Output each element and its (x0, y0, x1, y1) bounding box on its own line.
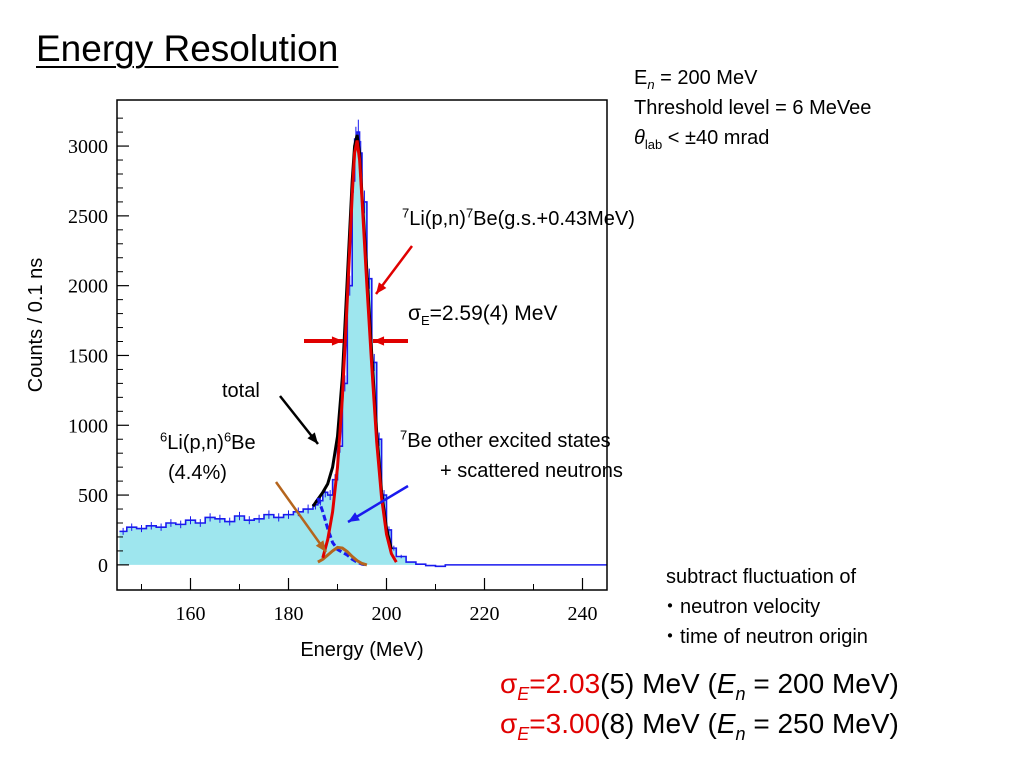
result-200mev: σE=2.03(5) MeV (En = 200 MeV) (500, 668, 899, 704)
main-peak-label: 7Li(p,n)7Be(g.s.+0.43MeV) (402, 205, 635, 230)
threshold-label: Threshold level = 6 MeVee (634, 97, 872, 119)
x-tick-label: 220 (470, 603, 500, 625)
data-fill-area (119, 132, 607, 565)
data-histogram-line (119, 131, 607, 568)
li6-percent-label: (4.4%) (168, 462, 227, 484)
y-axis-label: Counts / 0.1 ns (25, 258, 47, 393)
li6-arrow (274, 481, 328, 553)
li6-curve (317, 545, 368, 567)
beam-energy-label: En = 200 MeV (634, 67, 758, 92)
sigma-fit-label: σE=2.59(4) MeV (408, 302, 558, 329)
y-tick-label: 1000 (68, 415, 108, 437)
be7-other-arrow (347, 484, 409, 524)
x-tick-label: 180 (274, 603, 304, 625)
x-tick-label: 200 (372, 603, 402, 625)
total-arrow-head (307, 432, 318, 444)
angle-label: θlab < ±40 mrad (634, 127, 770, 152)
notes-item-origin: ・time of neutron origin (660, 626, 868, 648)
scattered-neutrons-label: + scattered neutrons (440, 460, 623, 482)
li6-arrow-head (315, 540, 326, 552)
x-tick-label: 160 (176, 603, 206, 625)
plot-frame (116, 99, 608, 591)
main-peak-arrow-head (376, 282, 387, 294)
y-tick-label: 2000 (68, 276, 108, 298)
y-tick-label: 3000 (68, 136, 108, 158)
result-250mev: σE=3.00(8) MeV (En = 250 MeV) (500, 708, 899, 744)
y-tick-label: 1500 (68, 345, 108, 367)
be7-other-label: 7Be other excited states (400, 427, 611, 452)
y-tick-label: 0 (98, 555, 108, 577)
main-peak-curve (321, 140, 398, 563)
y-tick-label: 500 (78, 485, 108, 507)
x-axis-label: Energy (MeV) (300, 639, 423, 661)
notes-item-velocity: ・neutron velocity (660, 596, 821, 618)
fwhm-left-arrow-head (331, 336, 343, 346)
x-tick-label: 240 (568, 603, 598, 625)
total-label: total (222, 380, 260, 402)
y-tick-label: 2500 (68, 206, 108, 228)
li6-label: 6Li(p,n)6Be (160, 429, 256, 454)
be7-other-arrow-head (348, 512, 360, 522)
page-title: Energy Resolution (36, 28, 339, 69)
fwhm-right-arrow-head (373, 336, 385, 346)
notes-heading: subtract fluctuation of (666, 566, 857, 588)
